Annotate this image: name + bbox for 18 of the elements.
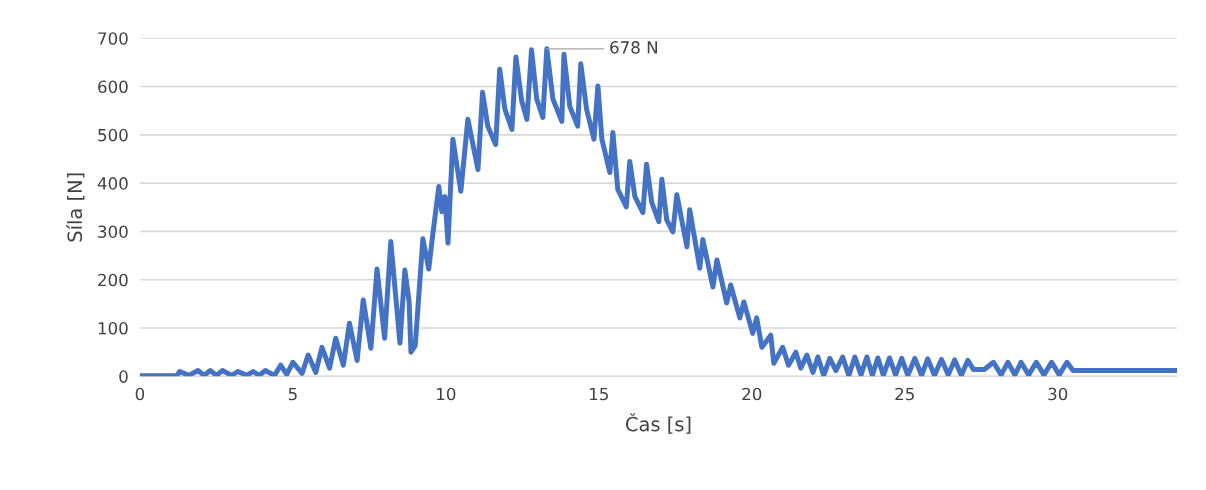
y-tick-label: 500 xyxy=(98,128,128,142)
x-tick-label: 10 xyxy=(437,387,456,401)
y-tick-label: 400 xyxy=(97,177,128,190)
y-tick-label: 300 xyxy=(98,225,128,238)
x-tick-label: 20 xyxy=(742,387,762,401)
x-axis-title: Čas [s] xyxy=(626,413,691,434)
y-tick-label: 100 xyxy=(98,321,128,335)
x-tick-label: 0 xyxy=(135,387,145,401)
y-axis-title: Síla [N] xyxy=(66,173,85,242)
x-tick-label: 5 xyxy=(288,387,297,401)
y-tick-label: 600 xyxy=(98,80,128,94)
y-tick-label: 200 xyxy=(98,273,128,287)
y-tick-label: 0 xyxy=(119,370,128,383)
x-tick-label: 15 xyxy=(590,387,608,401)
x-tick-label: 25 xyxy=(895,387,914,401)
y-tick-label: 700 xyxy=(98,32,128,45)
annotation: 678 N xyxy=(610,41,657,54)
x-tick-label: 30 xyxy=(1048,387,1068,401)
